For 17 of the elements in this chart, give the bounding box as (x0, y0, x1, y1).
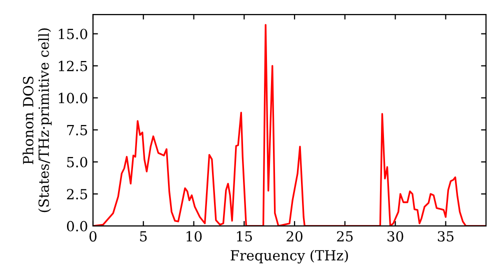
x-tick-label: 25 (337, 231, 353, 242)
y-tick-label: 10.0 (58, 92, 88, 104)
y-tick-label: 15.0 (58, 28, 88, 40)
x-axis-title: Frequency (THz) (230, 250, 348, 264)
y-tick-label: 2.5 (66, 188, 88, 200)
x-tick-label: 0 (89, 231, 96, 242)
y-tick-label: 0.0 (66, 220, 88, 232)
y-tick-label: 7.5 (67, 125, 88, 136)
y-tick-label: 12.5 (58, 60, 88, 72)
x-tick-label: 20 (286, 231, 302, 242)
y-axis-title: Phonon DOS (States/THz·primitive cell) (22, 28, 52, 212)
x-tick-label: 15 (237, 231, 252, 242)
y-tick-label: 5.0 (67, 156, 88, 168)
x-tick-label: 10 (186, 231, 202, 242)
x-tick-label: 35 (438, 231, 454, 242)
x-tick-label: 30 (388, 231, 404, 242)
x-tick-label: 5 (140, 231, 147, 242)
